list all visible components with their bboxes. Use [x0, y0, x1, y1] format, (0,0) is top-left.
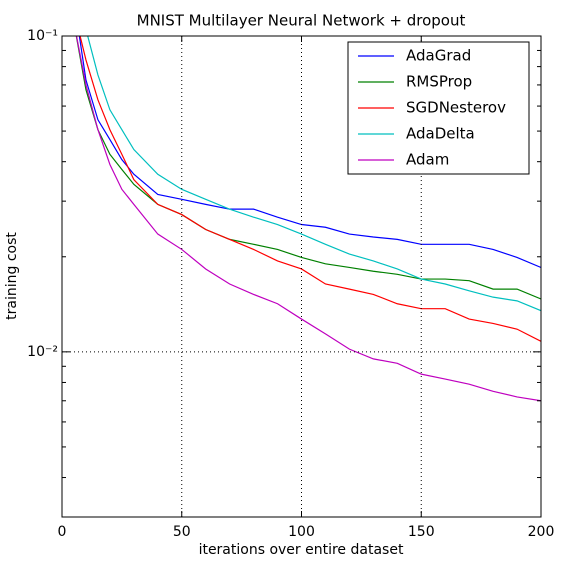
legend-label: RMSProp [406, 73, 472, 91]
y-tick-label: 10⁻¹ [27, 28, 58, 44]
plot-frame [61, 35, 542, 518]
y-axis-label: training cost [4, 232, 20, 320]
legend-label: Adam [406, 151, 449, 169]
y-tick-label: 10⁻² [27, 344, 58, 360]
legend-label: AdaGrad [406, 47, 471, 65]
series-line [78, 36, 541, 269]
series-line [87, 36, 541, 312]
legend-label: AdaDelta [406, 125, 475, 143]
series-line [79, 36, 541, 342]
series-line [75, 36, 541, 402]
legend: AdaGrad RMSProp SGDNesterov AdaDelta Adam [347, 41, 530, 175]
series-line [75, 36, 541, 300]
x-tick-label: 50 [173, 524, 191, 540]
x-tick-label: 150 [408, 524, 435, 540]
legend-label: SGDNesterov [406, 99, 506, 117]
x-tick-label: 200 [528, 524, 555, 540]
x-tick-label: 100 [288, 524, 315, 540]
chart-title: MNIST Multilayer Neural Network + dropou… [137, 12, 466, 30]
plot-area [75, 36, 541, 402]
x-axis-label: iterations over entire dataset [199, 542, 404, 558]
x-tick-label: 0 [58, 524, 67, 540]
